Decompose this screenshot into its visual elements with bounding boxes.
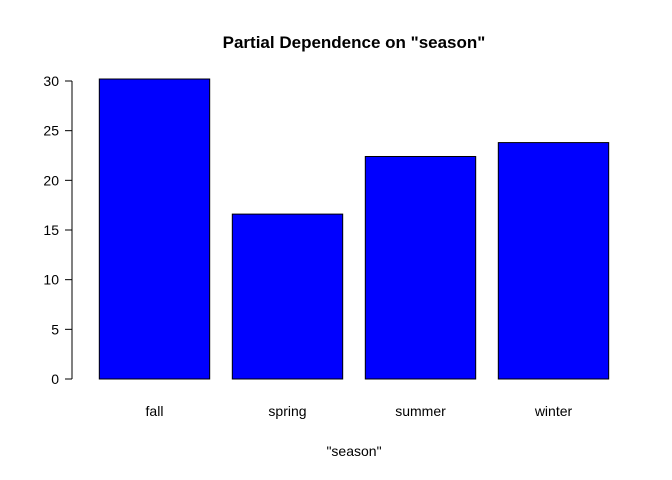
y-tick-label: 10: [43, 272, 59, 288]
bar-summer: [364, 155, 477, 380]
x-tick-label: winter: [534, 403, 573, 419]
y-tick-label: 15: [43, 222, 59, 238]
chart-title: Partial Dependence on "season": [223, 33, 486, 52]
bar-fall: [98, 78, 211, 380]
bars: [98, 78, 610, 380]
y-tick-label: 30: [43, 73, 59, 89]
y-axis: 0 5 10 15 20 25 30: [43, 73, 73, 387]
y-tick-label: 0: [51, 371, 59, 387]
bar-spring: [231, 213, 344, 380]
x-tick-label: fall: [146, 403, 164, 419]
y-tick-label: 25: [43, 123, 59, 139]
x-axis-label: "season": [326, 443, 381, 459]
x-tick-label: summer: [395, 403, 446, 419]
x-tick-label: spring: [268, 403, 306, 419]
x-tick-labels: fall spring summer winter: [146, 403, 573, 419]
y-tick-label: 5: [51, 321, 59, 337]
bar-winter: [497, 142, 610, 380]
y-tick-label: 20: [43, 172, 59, 188]
